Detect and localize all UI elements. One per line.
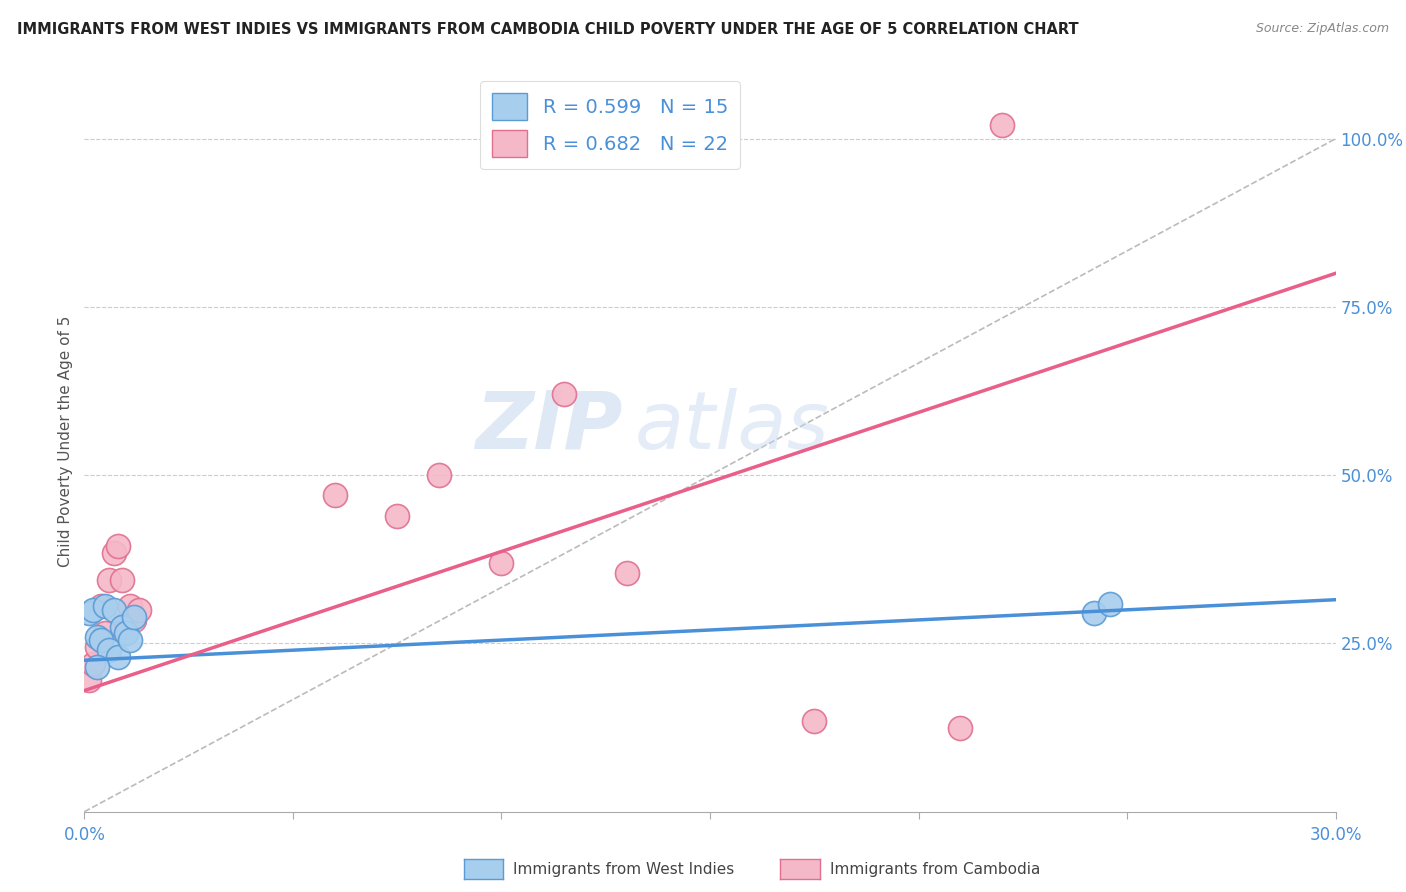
Point: [90, 633, 112, 648]
Text: Immigrants from Cambodia: Immigrants from Cambodia: [830, 863, 1040, 877]
Point: [98, 573, 121, 587]
Point: [120, 599, 142, 614]
Point: [616, 566, 638, 580]
Point: [803, 714, 825, 728]
Legend: R = 0.599   N = 15, R = 0.682   N = 22: R = 0.599 N = 15, R = 0.682 N = 22: [481, 81, 740, 169]
Point: [77, 606, 100, 620]
Point: [427, 468, 450, 483]
Point: [491, 556, 513, 570]
Point: [115, 616, 138, 631]
Point: [86, 630, 108, 644]
Point: [949, 721, 972, 735]
Point: [991, 118, 1014, 132]
Point: [98, 643, 121, 657]
Point: [103, 546, 125, 560]
Point: [94, 626, 117, 640]
Y-axis label: Child Poverty Under the Age of 5: Child Poverty Under the Age of 5: [58, 316, 73, 567]
Point: [77, 673, 100, 688]
Point: [1099, 598, 1122, 612]
Point: [107, 539, 129, 553]
Text: atlas: atlas: [636, 388, 830, 466]
Point: [128, 603, 150, 617]
Point: [120, 633, 142, 648]
Point: [553, 387, 575, 401]
Point: [90, 599, 112, 614]
Point: [82, 657, 104, 671]
Point: [82, 603, 104, 617]
Point: [107, 649, 129, 664]
Point: [111, 619, 134, 633]
Text: Source: ZipAtlas.com: Source: ZipAtlas.com: [1256, 22, 1389, 36]
Point: [111, 573, 134, 587]
Text: ZIP: ZIP: [475, 388, 623, 466]
Point: [103, 603, 125, 617]
Text: Immigrants from West Indies: Immigrants from West Indies: [513, 863, 734, 877]
Text: IMMIGRANTS FROM WEST INDIES VS IMMIGRANTS FROM CAMBODIA CHILD POVERTY UNDER THE : IMMIGRANTS FROM WEST INDIES VS IMMIGRANT…: [17, 22, 1078, 37]
Point: [86, 640, 108, 654]
Point: [94, 599, 117, 614]
Point: [1083, 606, 1105, 620]
Point: [115, 626, 138, 640]
Point: [86, 660, 108, 674]
Point: [124, 613, 146, 627]
Point: [323, 488, 346, 502]
Point: [385, 508, 409, 523]
Point: [124, 609, 146, 624]
